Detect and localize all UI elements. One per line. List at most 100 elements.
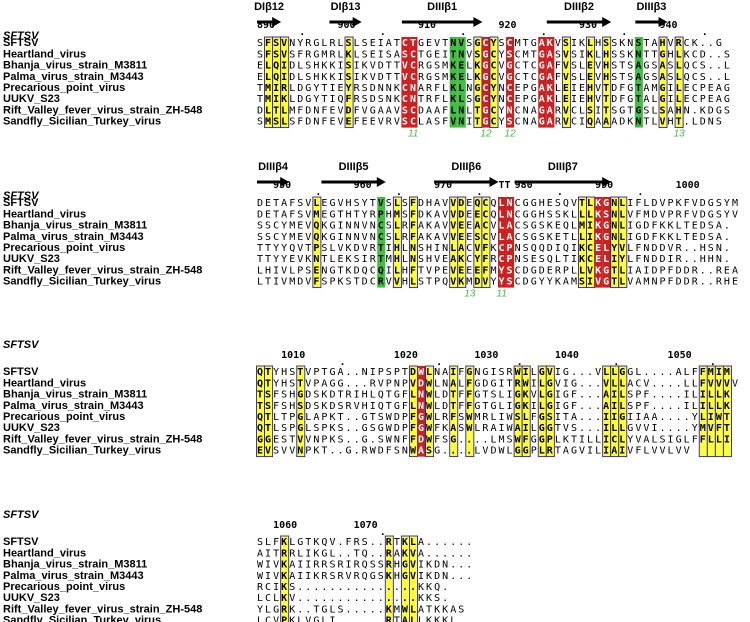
residue: I: [442, 49, 448, 60]
residue: T: [394, 72, 400, 83]
residue: K: [627, 49, 633, 60]
residue: T: [611, 277, 617, 288]
residue: A: [281, 209, 287, 220]
residue: C: [378, 221, 384, 232]
residue: G: [531, 434, 537, 445]
residue: W: [515, 434, 522, 445]
residue: .: [668, 378, 674, 389]
residue: P: [289, 423, 295, 434]
residue: S: [354, 254, 360, 265]
residue: P: [660, 265, 666, 276]
strand-arrow-head: [489, 177, 499, 187]
residue: K: [313, 446, 319, 457]
sequence-name: Rift_Valley_fever_virus_strain_ZH-548: [3, 433, 202, 445]
residue: C: [571, 105, 577, 116]
residue: E: [442, 254, 448, 265]
residue: V: [595, 94, 601, 105]
residue: .: [362, 582, 368, 593]
residue: P: [378, 209, 384, 220]
residue: K: [426, 209, 432, 220]
residue: L: [619, 277, 625, 288]
residue: V: [442, 198, 448, 209]
residue: A: [313, 412, 319, 423]
residue: F: [313, 277, 319, 288]
residue: S: [539, 232, 545, 243]
residue: A: [418, 446, 424, 457]
residue: .: [370, 537, 376, 548]
residue: I: [724, 434, 730, 445]
residue: H: [676, 105, 682, 116]
residue: G: [523, 198, 529, 209]
residue: .: [450, 446, 456, 457]
residue: L: [692, 378, 698, 389]
residue: I: [418, 571, 424, 582]
residue: I: [523, 367, 529, 378]
residue: K: [684, 49, 690, 60]
residue: V: [281, 265, 287, 276]
residue: K: [313, 537, 319, 548]
residue: K: [321, 72, 327, 83]
conservation-column: [707, 366, 716, 457]
residue: V: [338, 243, 344, 254]
residue: C: [273, 232, 279, 243]
disulfide-label: 13: [674, 129, 686, 140]
residue: I: [643, 265, 649, 276]
residue: .: [587, 367, 593, 378]
residue: K: [555, 277, 561, 288]
similarity-box: [561, 36, 571, 129]
residue: S: [523, 221, 529, 232]
conservation-column: [481, 37, 490, 128]
residue: W: [426, 434, 433, 445]
residue: S: [716, 117, 722, 128]
residue: E: [313, 265, 319, 276]
residue: H: [700, 243, 706, 254]
residue: .: [450, 560, 456, 571]
residue: W: [466, 412, 473, 423]
residue: W: [257, 560, 264, 571]
residue: H: [346, 198, 352, 209]
residue: Q: [531, 243, 537, 254]
residue: .: [378, 616, 384, 622]
residue: G: [482, 367, 488, 378]
residue: V: [660, 446, 666, 457]
residue: .: [346, 434, 352, 445]
residue: K: [595, 265, 601, 276]
residue: C: [410, 61, 416, 72]
residue: D: [651, 198, 657, 209]
conservation-column: [699, 366, 708, 457]
residue: S: [434, 61, 440, 72]
residue: .: [362, 593, 368, 604]
residue: V: [595, 367, 601, 378]
residue: K: [418, 582, 424, 593]
residue: H: [362, 390, 368, 401]
residue: A: [386, 105, 392, 116]
residue: .: [346, 582, 352, 593]
residue: I: [370, 367, 376, 378]
residue: D: [378, 61, 384, 72]
residue: Q: [257, 423, 263, 434]
residue: D: [289, 61, 295, 72]
residue: S: [402, 49, 408, 60]
residue: .: [708, 265, 714, 276]
residue: .: [587, 401, 593, 412]
residue: S: [523, 243, 529, 254]
conservation-column: [594, 197, 603, 288]
residue: G: [676, 434, 682, 445]
residue: S: [724, 105, 730, 116]
residue: R: [289, 548, 296, 559]
residue: A: [531, 117, 537, 128]
residue: F: [410, 209, 416, 220]
residue: A: [635, 72, 641, 83]
residue: L: [716, 390, 722, 401]
residue: E: [338, 254, 344, 265]
residue: K: [458, 277, 464, 288]
residue: .: [313, 582, 319, 593]
residue: L: [627, 254, 633, 265]
residue: K: [338, 277, 344, 288]
residue: G: [603, 232, 609, 243]
residue: V: [458, 38, 464, 49]
sequence-name: SFTSV: [3, 536, 39, 548]
residue: G: [523, 446, 529, 457]
residue: I: [587, 277, 593, 288]
position-tick-label: 890: [257, 20, 275, 31]
